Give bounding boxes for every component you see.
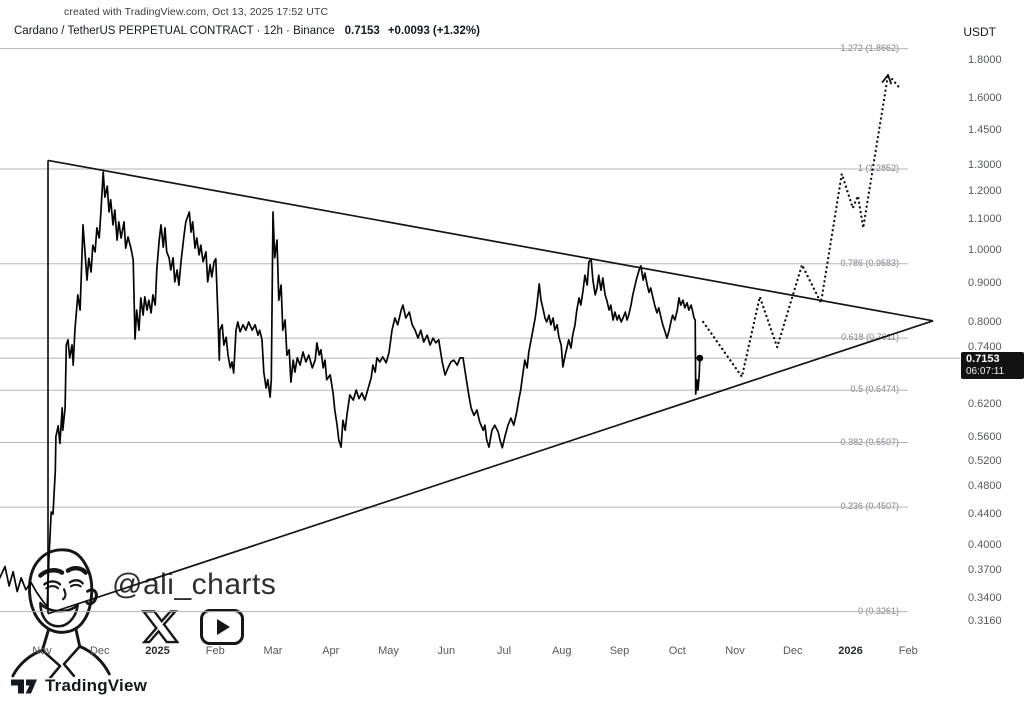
chart-legend[interactable]: Cardano / TetherUS PERPETUAL CONTRACT · … [14, 25, 480, 37]
time-tick-label: Oct [668, 645, 686, 657]
price-tick-label: 0.4400 [968, 508, 1002, 521]
time-tick-label: Sep [609, 645, 630, 657]
price-tick-label: 0.6200 [968, 397, 1002, 410]
time-tick-label: Nov [32, 645, 52, 657]
price-tick-label: 0.4000 [968, 539, 1002, 552]
badge-price: 0.7153 [966, 353, 1000, 365]
time-tick-label: Jul [496, 645, 512, 657]
price-tick-label: 0.8000 [968, 315, 1002, 328]
price-tick-label: 0.9000 [968, 277, 1002, 290]
legend-last-price: 0.7153 [344, 25, 380, 37]
fib-level-label: 1 (1.2852) [854, 163, 902, 174]
tradingview-glyph-icon [11, 679, 37, 693]
price-tick-label: 0.4800 [968, 480, 1002, 493]
time-tick-label: May [378, 645, 399, 657]
price-tick-label: 0.7400 [968, 340, 1002, 353]
time-tick-label: Nov [725, 645, 745, 657]
time-tick-label: Jun [437, 645, 456, 657]
tradingview-footer-logo: TradingView [10, 676, 147, 696]
time-tick-label: 2025 [145, 645, 170, 657]
price-tick-label: 0.5200 [968, 454, 1002, 467]
price-tick-label: 1.8000 [968, 53, 1002, 66]
time-tick-label: 2026 [838, 645, 863, 657]
time-tick-label: Apr [322, 645, 340, 657]
price-tick-label: 1.3000 [968, 158, 1002, 171]
price-tick-label: 1.6000 [968, 91, 1002, 104]
badge-countdown: 06:07:11 [966, 366, 1005, 377]
price-tick-label: 1.4500 [968, 123, 1002, 136]
fib-level-label: 0.5 (0.6474) [847, 384, 902, 395]
time-tick-label: Feb [205, 645, 225, 657]
price-tick-label: 0.5600 [968, 430, 1002, 443]
time-axis[interactable]: Nov Dec 2025 Feb Mar Apr May Jun Jul Aug Sep Oct Nov… [0, 645, 1024, 663]
tradingview-wordmark: TradingView [45, 676, 148, 695]
legend-change: +0.0093 (+1.32%) [387, 25, 480, 37]
created-with-credit: created with TradingView.com, Oct 13, 20… [64, 6, 329, 18]
price-tick-label: 0.3400 [968, 591, 1002, 604]
time-tick-label: Dec [89, 645, 110, 657]
fib-level-label: 0.382 (0.5507) [837, 436, 902, 447]
fib-level-label: 0.618 (0.7611) [838, 332, 902, 343]
time-tick-label: Dec [782, 645, 803, 657]
price-tick-label: 0.3160 [968, 615, 1002, 628]
fib-level-label: 0 (0.3261) [854, 605, 902, 616]
last-price-badge: 0.7153 06:07:11 [961, 352, 1024, 379]
fib-level-label: 0.786 (0.9583) [837, 257, 902, 268]
quote-currency-label: USDT [963, 25, 996, 39]
watermark-handle: @ali_charts [112, 568, 277, 601]
price-tick-label: 1.1000 [968, 212, 1002, 225]
time-tick-label: Aug [551, 645, 572, 657]
fib-level-label: 1.272 (1.8662) [837, 42, 902, 53]
price-tick-label: 0.3700 [968, 564, 1002, 577]
youtube-play-icon [200, 609, 244, 645]
symbol-description: Cardano / TetherUS PERPETUAL CONTRACT · … [14, 25, 335, 37]
price-tick-label: 1.0000 [968, 243, 1002, 256]
time-tick-label: Feb [898, 645, 918, 657]
fib-level-label: 0.236 (0.4507) [837, 501, 902, 512]
time-tick-label: Mar [263, 645, 283, 657]
price-tick-label: 1.2000 [968, 184, 1002, 197]
